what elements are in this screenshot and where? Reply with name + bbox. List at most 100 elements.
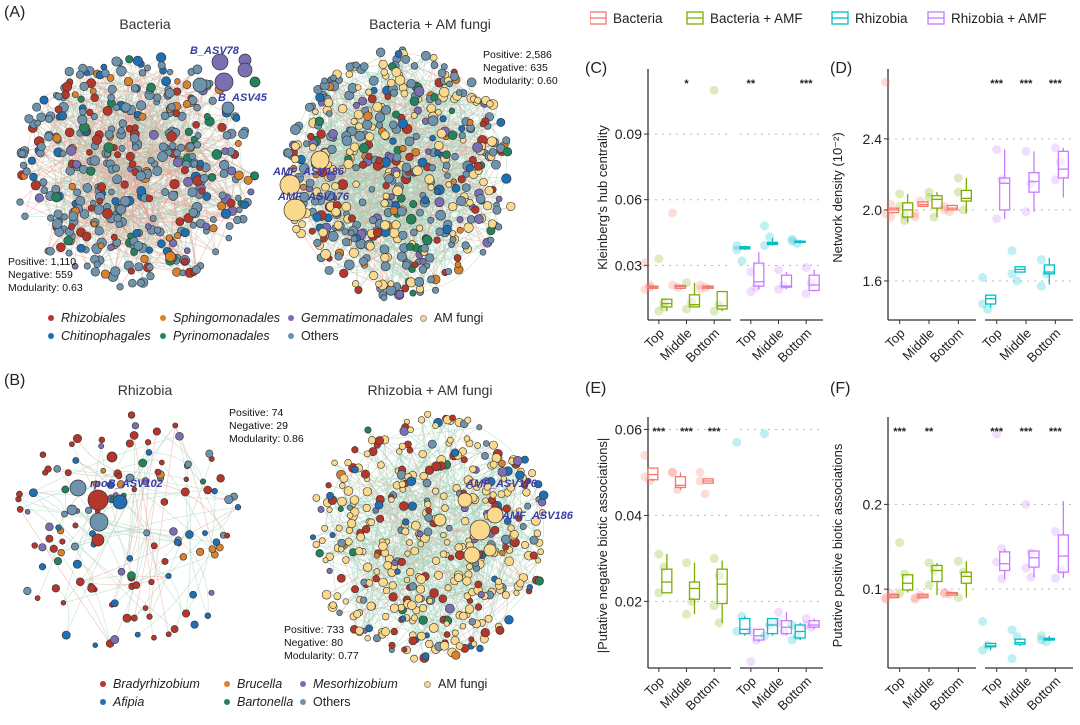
node — [134, 262, 144, 272]
node — [378, 59, 388, 69]
node — [351, 585, 359, 594]
node — [417, 416, 426, 424]
positive-count: Positive: 74 — [229, 407, 284, 419]
node — [131, 124, 139, 132]
node — [144, 439, 152, 446]
node — [161, 188, 169, 196]
node — [321, 524, 328, 532]
node — [49, 544, 58, 553]
node — [446, 436, 454, 444]
node — [145, 223, 152, 230]
node — [355, 122, 364, 131]
box-bacteria-amf — [716, 568, 728, 605]
node — [112, 174, 122, 185]
node — [450, 178, 457, 185]
node — [194, 132, 202, 139]
data-point — [732, 245, 742, 255]
edge — [186, 464, 209, 616]
node — [200, 478, 207, 485]
node — [70, 542, 79, 551]
node — [464, 604, 475, 614]
data-point — [997, 543, 1007, 553]
node — [120, 195, 131, 207]
y-tick-label: 0.04 — [615, 507, 642, 523]
node — [299, 191, 310, 202]
node — [115, 472, 123, 480]
node — [410, 112, 418, 119]
edge — [348, 490, 360, 552]
node — [132, 229, 141, 238]
node — [396, 470, 407, 480]
node — [361, 525, 371, 534]
node — [328, 128, 338, 139]
y-tick-label: 0.1 — [863, 581, 883, 597]
node — [125, 55, 134, 64]
node — [174, 232, 182, 240]
node — [350, 142, 360, 152]
network-stats-rhizobia: Positive: 74 Negative: 29 Modularity: 0.… — [229, 407, 304, 446]
data-point — [886, 200, 896, 210]
node — [480, 627, 490, 638]
network-stats-bacteria: Positive: 1,110 Negative: 559 Modularity… — [8, 256, 83, 295]
node — [183, 247, 191, 254]
data-point — [924, 193, 934, 202]
node — [68, 441, 75, 448]
node — [389, 227, 400, 238]
node — [86, 108, 94, 117]
data-point — [774, 618, 783, 628]
node — [149, 215, 157, 222]
legend-label: Bradyrhizobium — [113, 677, 200, 691]
node — [469, 465, 477, 473]
node — [487, 219, 497, 229]
node — [16, 198, 24, 206]
data-point — [1007, 246, 1017, 256]
node — [337, 546, 345, 553]
node — [380, 130, 390, 140]
node — [380, 261, 391, 272]
panel-label: (F) — [830, 380, 850, 397]
node — [422, 478, 432, 488]
node — [416, 584, 426, 594]
node — [388, 581, 397, 590]
node — [449, 414, 456, 422]
node — [314, 116, 325, 126]
node — [324, 190, 335, 202]
node — [394, 50, 403, 58]
data-point — [682, 278, 691, 288]
node — [143, 529, 151, 537]
node — [402, 518, 410, 526]
node — [422, 235, 433, 246]
node — [146, 613, 153, 620]
chart-d-network-density: (D)Network density (10⁻²)1.62.02.4TopMid… — [830, 60, 1073, 366]
data-point — [668, 467, 677, 477]
node — [34, 119, 41, 127]
node — [141, 477, 150, 486]
node — [81, 231, 92, 242]
edge — [83, 86, 170, 239]
node — [516, 579, 525, 588]
node — [129, 133, 140, 144]
node — [316, 129, 326, 139]
node — [323, 97, 334, 108]
data-point — [953, 187, 963, 197]
node — [436, 128, 447, 139]
node — [425, 253, 435, 263]
node — [16, 490, 23, 498]
node — [101, 68, 110, 78]
node — [451, 152, 459, 161]
data-point — [1021, 499, 1031, 509]
edge — [99, 84, 188, 198]
data-point — [939, 201, 949, 211]
node — [100, 467, 106, 474]
node — [364, 635, 371, 642]
node — [501, 173, 512, 184]
legend-label: Rhizobia + AMF — [951, 11, 1047, 26]
node — [416, 208, 424, 217]
node — [401, 162, 412, 173]
node — [329, 532, 336, 539]
node — [116, 65, 127, 77]
legend-item: Chitinophagales — [48, 329, 160, 343]
legend-taxa-b: Bradyrhizobium Brucella Mesorhizobium AM… — [100, 677, 514, 709]
edge — [363, 533, 515, 583]
x-tick-label: Bottom — [1024, 326, 1064, 366]
